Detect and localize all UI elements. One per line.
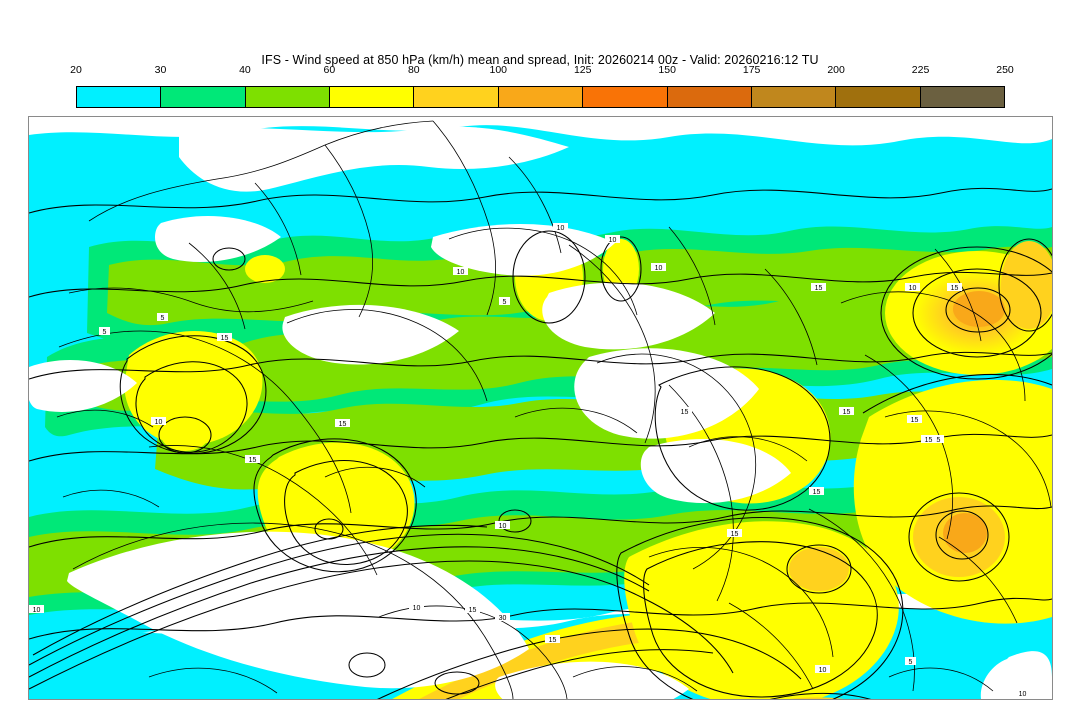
colorbar-tick-175: 175 (742, 64, 761, 76)
contour-label: 5 (103, 329, 107, 336)
colorbar-swatch-0 (77, 87, 162, 107)
contour-label: 15 (339, 421, 347, 428)
colorbar-swatch-3 (330, 87, 415, 107)
colorbar-tick-200: 200 (827, 64, 845, 76)
spread-contour-layer (29, 187, 1052, 699)
colorbar-tick-225: 225 (911, 64, 930, 76)
contour-label: 15 (249, 457, 257, 464)
colorbar-swatch-6 (583, 87, 668, 107)
colorbar-legend: 20 30 40 60 80 100 125 150 175 200 225 250 (70, 64, 1014, 108)
colorbar-swatch-5 (498, 87, 584, 107)
colorbar-tick-60: 60 (323, 64, 336, 76)
contour-label: 5 (503, 299, 507, 306)
colorbar-gradient (76, 86, 1005, 108)
contour-label: 10 (413, 605, 421, 612)
contour-label: 10 (909, 285, 917, 292)
contour-label: 10 (609, 237, 617, 244)
colorbar-tick-125: 125 (573, 64, 592, 76)
contour-label: 10 (655, 265, 663, 272)
contour-label: 10 (499, 523, 507, 530)
contour-label: 15 (469, 607, 477, 614)
colorbar-swatch-10 (920, 87, 1004, 107)
contour-label: 10 (557, 225, 565, 232)
colorbar-tick-150: 150 (658, 64, 676, 76)
contour-label: 10 (33, 607, 41, 614)
contour-labels: 5 5 15 5 10 (29, 223, 1030, 698)
colorbar-tick-80: 80 (407, 64, 420, 76)
colorbar-tick-40: 40 (239, 64, 251, 76)
contour-label: 5 (161, 315, 165, 322)
colorbar-swatch-1 (161, 87, 246, 107)
contour-label: 15 (731, 531, 739, 538)
colorbar-tick-labels: 20 30 40 60 80 100 125 150 175 200 225 250 (70, 64, 1014, 82)
contour-label: 10 (1019, 691, 1027, 698)
contour-label: 15 (815, 285, 823, 292)
contour-label: 15 (681, 409, 689, 416)
colorbar-tick-100: 100 (489, 64, 508, 76)
contour-label: 10 (819, 667, 827, 674)
colorbar-swatch-7 (667, 87, 752, 107)
contour-label: 15 (911, 417, 919, 424)
map-panel[interactable]: 5 5 15 5 10 (28, 116, 1053, 700)
contour-label: 15 (843, 409, 851, 416)
filled-contour-layer (29, 117, 1052, 699)
page-title: IFS - Wind speed at 850 hPa (km/h) mean … (261, 53, 819, 67)
contour-label: 15 (813, 489, 821, 496)
contour-label: 5 (909, 659, 913, 666)
contour-label: 15 (925, 437, 933, 444)
contour-label: 15 (933, 437, 941, 444)
contour-label: 15 (549, 637, 557, 644)
colorbar-swatch-9 (836, 87, 921, 107)
contour-label: 10 (457, 269, 465, 276)
colorbar-swatch-8 (751, 87, 837, 107)
contour-label: 15 (221, 335, 229, 342)
map-canvas: 5 5 15 5 10 (29, 117, 1052, 699)
colorbar-tick-20: 20 (70, 64, 82, 76)
contour-label: 15 (951, 285, 959, 292)
colorbar-swatch-2 (245, 87, 331, 107)
colorbar-swatch-4 (414, 87, 499, 107)
colorbar-tick-250: 250 (996, 64, 1014, 76)
contour-label: 30 (499, 615, 507, 622)
contour-label: 10 (155, 419, 163, 426)
colorbar-tick-30: 30 (154, 64, 167, 76)
